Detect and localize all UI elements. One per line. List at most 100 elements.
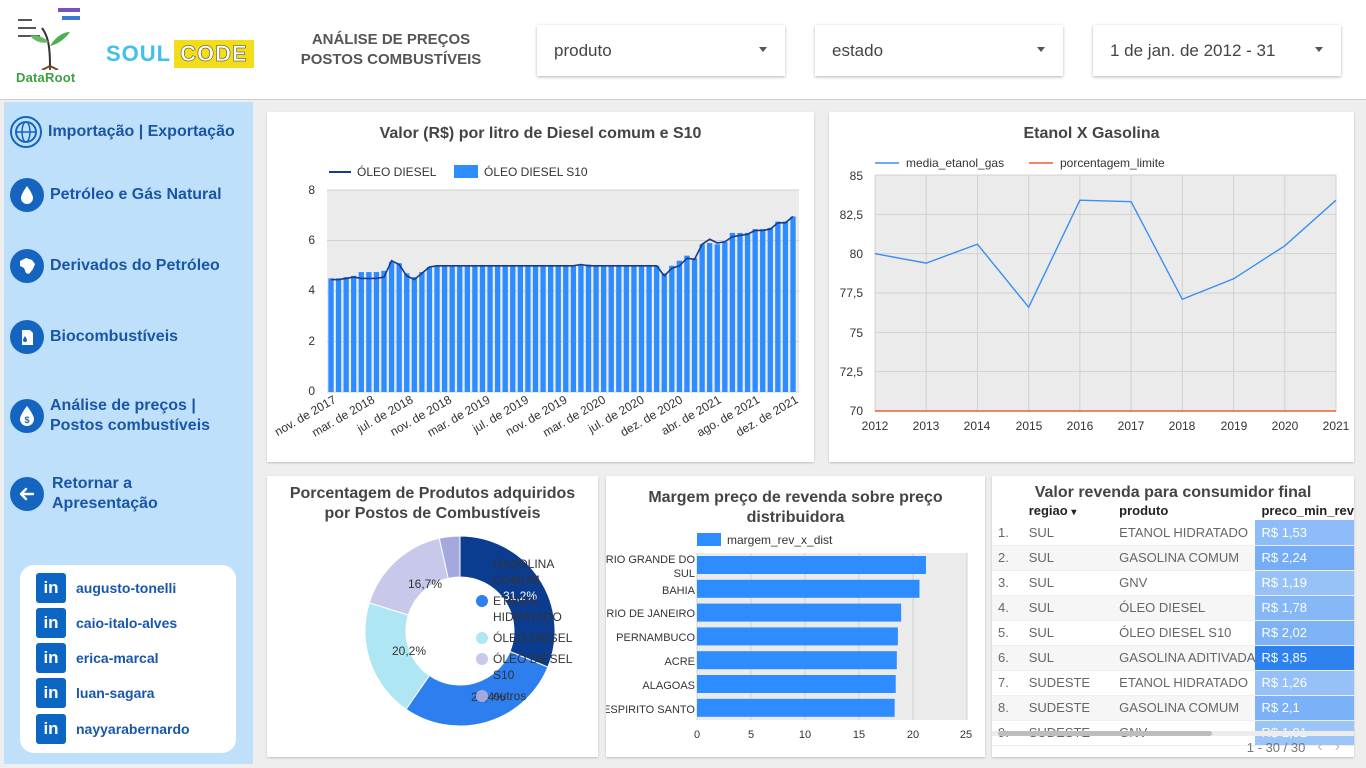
cell-produto: GASOLINA ADITIVADA: [1117, 645, 1256, 671]
bar: [714, 244, 720, 392]
table-row[interactable]: 5. SUL ÓLEO DIESEL S10 R$ 2,02: [992, 620, 1354, 646]
slice-etanol-hidratado: [405, 650, 549, 727]
diesel-price-chart: Valor (R$) por litro de Diesel comum e S…: [267, 112, 814, 462]
date-range-filter[interactable]: 1 de jan. de 2012 - 31: [1093, 25, 1341, 76]
table-row[interactable]: 6. SUL GASOLINA ADITIVADA R$ 3,85: [992, 645, 1354, 671]
nav-analise-precos[interactable]: $ Análise de preços | Postos combustívei…: [10, 396, 210, 436]
bar: [737, 232, 743, 392]
x-tick: 10: [799, 729, 811, 741]
chart-title-line2: distribuidora: [746, 509, 845, 526]
cell-regiao: SUDESTE: [1018, 670, 1118, 696]
linkedin-link-augusto[interactable]: in augusto-tonelli: [36, 573, 176, 603]
nav-derivados[interactable]: Derivados do Petróleo: [10, 249, 220, 283]
linkedin-link-erica[interactable]: in erica-marcal: [36, 643, 159, 673]
linkedin-name: luan-sagara: [76, 685, 155, 701]
header-preco-min-rev[interactable]: preco_min_rev: [1261, 502, 1354, 518]
table-row[interactable]: 1. SUL ETANOL HIDRATADO R$ 1,53: [992, 520, 1354, 546]
linkedin-list: in augusto-tonelli in caio-italo-alves i…: [20, 565, 236, 753]
legend-media-etanol: media_etanol_gas: [906, 156, 1004, 170]
bar: [697, 579, 920, 598]
legend-porcentagem-limite: porcentagem_limite: [1060, 156, 1165, 170]
dataroot-logo: DataRoot: [12, 6, 92, 90]
brazil-map-icon: [10, 249, 44, 283]
cell-preco: R$ 1,26: [1255, 670, 1354, 696]
table-row[interactable]: 2. SUL GASOLINA COMUM R$ 2,24: [992, 545, 1354, 571]
produto-filter[interactable]: produto: [537, 25, 785, 76]
next-page-button[interactable]: ›: [1334, 738, 1340, 755]
bar: [697, 651, 897, 670]
horizontal-scrollbar-thumb[interactable]: [998, 731, 1212, 736]
header-regiao[interactable]: regiao ▾: [1019, 500, 1117, 520]
bar: [351, 275, 357, 392]
bar: [661, 273, 667, 392]
legend-label: ETANOL: [493, 594, 540, 608]
prev-page-button[interactable]: ‹: [1317, 738, 1323, 755]
y-tick: 4: [308, 283, 315, 297]
fuel-can-icon: [10, 320, 44, 354]
table-row[interactable]: 7. SUDESTE ETANOL HIDRATADO R$ 1,26: [992, 670, 1354, 696]
table-row[interactable]: 4. SUL ÓLEO DIESEL R$ 1,78: [992, 595, 1354, 621]
nav-label: Retornar a Apresentação: [52, 474, 158, 514]
x-tick: 2018: [1169, 419, 1196, 433]
bar: [782, 221, 789, 392]
cell-regiao: SUL: [1018, 620, 1118, 646]
soulcode-code-text: CODE: [174, 40, 254, 68]
row-index: 8.: [992, 695, 1019, 721]
x-tick: 2021: [1323, 419, 1350, 433]
row-index: 1.: [992, 520, 1019, 546]
table-row[interactable]: 8. SUDESTE GASOLINA COMUM R$ 2,1: [992, 695, 1354, 721]
nav-importacao-exportacao[interactable]: Importação | Exportação: [10, 116, 235, 148]
bar: [525, 265, 531, 392]
money-drop-icon: $: [10, 399, 44, 433]
linkedin-icon: in: [36, 573, 66, 603]
cell-regiao: SUL: [1018, 570, 1118, 596]
bar: [585, 264, 592, 392]
slice-label: 16,7%: [408, 577, 442, 591]
y-tick: 0: [308, 384, 315, 398]
bar: [441, 265, 448, 392]
y-tick: 75: [850, 326, 864, 340]
header-regiao-label: regiao: [1028, 502, 1068, 518]
linkedin-link-caio[interactable]: in caio-italo-alves: [36, 608, 177, 638]
table-row[interactable]: 3. SUL GNV R$ 1,19: [992, 570, 1354, 596]
header: DataRoot SOUL CODE ANÁLISE DE PREÇOS POS…: [0, 0, 1366, 100]
globe-icon: [10, 116, 42, 148]
cell-regiao: SUDESTE: [1018, 695, 1118, 721]
bar: [396, 263, 402, 392]
dataroot-label: DataRoot: [16, 70, 76, 85]
legend-bar-swatch: [454, 165, 478, 178]
sort-desc-icon: ▾: [1071, 506, 1077, 518]
nav-label-line2: Postos combustíveis: [50, 417, 211, 434]
y-tick: 6: [308, 233, 315, 247]
estado-filter-label: estado: [832, 40, 884, 60]
revenda-table-panel: Valor revenda para consumidor final regi…: [992, 476, 1354, 757]
bar: [697, 675, 896, 693]
etanol-gasolina-chart: Etanol X Gasolina media_etanol_gas porce…: [829, 112, 1354, 462]
bar: [366, 272, 372, 392]
estado-filter[interactable]: estado: [815, 25, 1063, 76]
cell-produto: ETANOL HIDRATADO: [1117, 520, 1256, 546]
bar: [426, 267, 433, 392]
x-tick: 2016: [1067, 419, 1094, 433]
category-label: RIO DE JANEIRO: [606, 608, 695, 620]
nav-petroleo-gas[interactable]: Petróleo e Gás Natural: [10, 178, 222, 212]
bar: [638, 265, 645, 392]
nav-biocombustiveis[interactable]: Biocombustíveis: [10, 320, 178, 354]
bar: [487, 265, 493, 392]
header-produto[interactable]: produto: [1119, 502, 1169, 518]
row-index: 5.: [992, 620, 1019, 646]
cell-produto: ÓLEO DIESEL S10: [1117, 620, 1256, 646]
x-tick: 2012: [862, 419, 889, 433]
pagination-label: 1 - 30 / 30: [1246, 739, 1306, 755]
legend-bar-swatch: [697, 533, 721, 546]
nav-retornar-apresentacao[interactable]: Retornar a Apresentação: [10, 474, 158, 514]
y-tick: 85: [850, 169, 864, 183]
linkedin-link-luan[interactable]: in luan-sagara: [36, 678, 155, 708]
page-title-line1: ANÁLISE DE PREÇOS: [311, 31, 471, 48]
linkedin-link-nayyara[interactable]: in nayyarabernardo: [36, 714, 190, 744]
row-index: 4.: [992, 595, 1019, 621]
page-title-line2: POSTOS COMBUSTÍVEIS: [300, 51, 482, 68]
legend-label: S10: [493, 668, 515, 682]
slice-outros: [438, 535, 461, 579]
produto-filter-label: produto: [554, 40, 612, 60]
